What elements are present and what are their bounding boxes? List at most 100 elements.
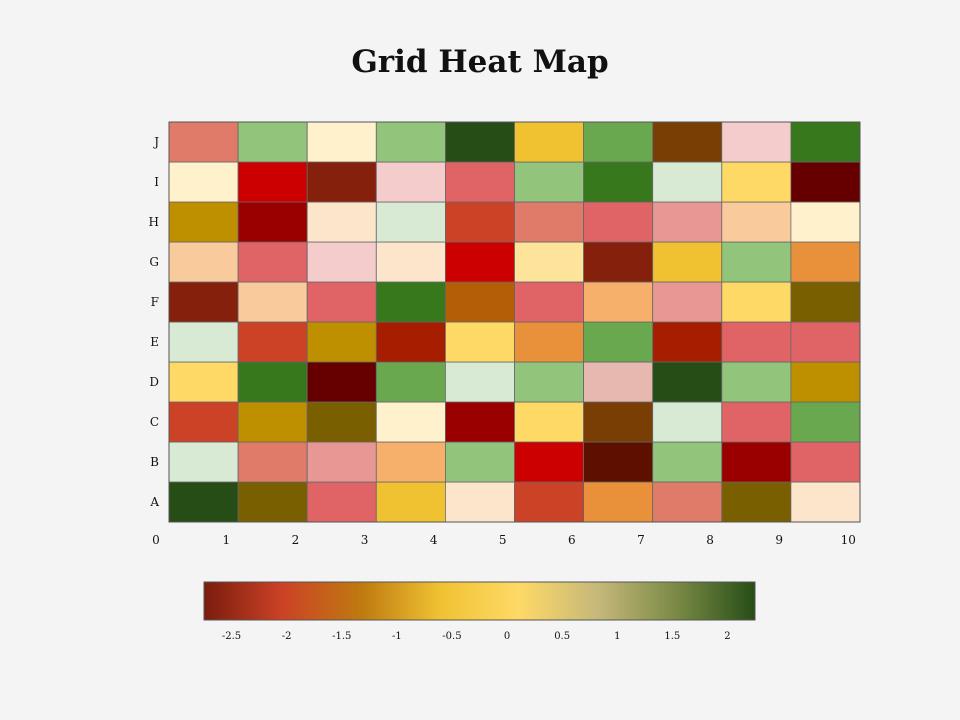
colorbar-tick-label: -1 xyxy=(392,631,402,642)
heatmap-cell-G-9 xyxy=(721,241,792,283)
x-tick-label-7: 7 xyxy=(637,533,645,547)
heatmap-cell-A-3 xyxy=(306,481,377,523)
heatmap-cell-J-2 xyxy=(237,121,308,163)
x-axis-ticks: 0 1 2 3 4 5 6 7 8 9 10 xyxy=(152,533,856,547)
heatmap-cell-E-7 xyxy=(583,321,654,363)
heatmap-cell-D-1 xyxy=(168,361,239,403)
heatmap-cell-H-4 xyxy=(375,201,446,243)
x-tick-label-5: 5 xyxy=(499,533,507,547)
heatmap-cell-D-8 xyxy=(652,361,723,403)
heatmap-cell-E-1 xyxy=(168,321,239,363)
heatmap-cell-E-9 xyxy=(721,321,792,363)
heatmap-cell-E-6 xyxy=(514,321,584,363)
heatmap-cell-G-5 xyxy=(444,241,515,283)
heatmap-cell-I-7 xyxy=(583,161,654,203)
heatmap-cell-H-2 xyxy=(237,201,308,243)
heatmap-cell-E-3 xyxy=(306,321,377,363)
x-tick-label-4: 4 xyxy=(430,533,438,547)
heatmap-cell-J-5 xyxy=(444,121,515,163)
heatmap-cell-I-3 xyxy=(306,161,377,203)
heatmap-cell-J-6 xyxy=(514,121,584,163)
heatmap-cell-I-1 xyxy=(168,161,239,203)
heatmap-cell-F-10 xyxy=(790,281,861,323)
y-tick-label-D: D xyxy=(149,375,159,389)
heatmap-cell-A-9 xyxy=(721,481,792,523)
heatmap-cell-B-10 xyxy=(790,441,861,483)
y-tick-label-I: I xyxy=(154,175,159,189)
heatmap-cell-J-10 xyxy=(790,121,861,163)
heatmap-cell-B-2 xyxy=(237,441,308,483)
heatmap-cell-A-1 xyxy=(168,481,239,523)
heatmap-cell-D-10 xyxy=(790,361,861,403)
heatmap-cell-C-1 xyxy=(168,401,239,443)
heatmap-cell-B-1 xyxy=(168,441,239,483)
heatmap-cell-D-4 xyxy=(375,361,446,403)
x-tick-label-9: 9 xyxy=(775,533,783,547)
y-tick-label-B: B xyxy=(150,455,159,469)
heatmap-cell-F-3 xyxy=(306,281,377,323)
heatmap-cell-C-4 xyxy=(375,401,446,443)
heatmap-cell-G-8 xyxy=(652,241,723,283)
heatmap-cell-I-8 xyxy=(652,161,723,203)
heatmap-cell-H-10 xyxy=(790,201,861,243)
heatmap-cell-G-10 xyxy=(790,241,861,283)
heatmap-cell-I-9 xyxy=(721,161,792,203)
heatmap-cell-A-8 xyxy=(652,481,723,523)
heatmap-cell-G-6 xyxy=(514,241,584,283)
heatmap-cell-C-2 xyxy=(237,401,308,443)
heatmap-cell-H-5 xyxy=(444,201,515,243)
plot-frame xyxy=(168,121,861,523)
heatmap-cell-C-9 xyxy=(721,401,792,443)
heatmap-cell-J-3 xyxy=(306,121,377,163)
heatmap-cell-A-4 xyxy=(375,481,446,523)
heatmap-cell-H-3 xyxy=(306,201,377,243)
colorbar-tick-label: 2 xyxy=(724,631,730,642)
heatmap-cell-D-2 xyxy=(237,361,308,403)
y-tick-label-G: G xyxy=(149,255,159,269)
y-tick-label-E: E xyxy=(150,335,159,349)
colorbar-ticks: -2.5 -2 -1.5 -1 -0.5 0 0.5 1 1.5 2 xyxy=(222,631,731,642)
colorbar-tick-label: -2 xyxy=(282,631,292,642)
colorbar-tick-label: -2.5 xyxy=(222,631,241,642)
y-tick-label-J: J xyxy=(152,135,159,149)
heatmap-cell-H-7 xyxy=(583,201,654,243)
heatmap-cell-G-4 xyxy=(375,241,446,283)
heatmap-cell-F-8 xyxy=(652,281,723,323)
heatmap-cell-J-4 xyxy=(375,121,446,163)
heatmap-cell-D-6 xyxy=(514,361,584,403)
heatmap-cell-I-10 xyxy=(790,161,861,203)
x-tick-label-3: 3 xyxy=(361,533,369,547)
y-tick-label-C: C xyxy=(150,415,159,429)
heatmap-cell-E-2 xyxy=(237,321,308,363)
heatmap-cell-E-10 xyxy=(790,321,861,363)
heatmap-cell-C-3 xyxy=(306,401,377,443)
heatmap-cell-F-6 xyxy=(514,281,584,323)
heatmap-cell-C-7 xyxy=(583,401,654,443)
heatmap-cell-H-9 xyxy=(721,201,792,243)
heatmap-cell-F-2 xyxy=(237,281,308,323)
heatmap-cell-F-5 xyxy=(444,281,515,323)
colorbar-tick-label: 1.5 xyxy=(664,631,680,642)
heatmap-cell-A-10 xyxy=(790,481,861,523)
heatmap-cell-F-7 xyxy=(583,281,654,323)
colorbar-tick-label: -1.5 xyxy=(332,631,351,642)
y-axis-ticks: A B C D E F G H I J xyxy=(149,135,160,509)
heatmap-cell-B-4 xyxy=(375,441,446,483)
heatmap-cell-A-2 xyxy=(237,481,308,523)
heatmap-cell-G-1 xyxy=(168,241,239,283)
heatmap-cell-B-5 xyxy=(444,441,515,483)
heatmap-cell-C-8 xyxy=(652,401,723,443)
heatmap-cell-D-5 xyxy=(444,361,515,403)
y-tick-label-H: H xyxy=(149,215,159,229)
x-tick-label-8: 8 xyxy=(706,533,714,547)
heatmap-cell-G-7 xyxy=(583,241,654,283)
y-tick-label-A: A xyxy=(149,495,159,509)
heatmap-cell-F-4 xyxy=(375,281,446,323)
x-tick-label-6: 6 xyxy=(568,533,576,547)
heatmap-cell-J-7 xyxy=(583,121,654,163)
heatmap-cell-D-3 xyxy=(306,361,377,403)
x-tick-label-1: 1 xyxy=(223,533,231,547)
chart-title: Grid Heat Map xyxy=(351,44,609,80)
colorbar-tick-label: -0.5 xyxy=(442,631,461,642)
heatmap-cell-C-6 xyxy=(514,401,584,443)
